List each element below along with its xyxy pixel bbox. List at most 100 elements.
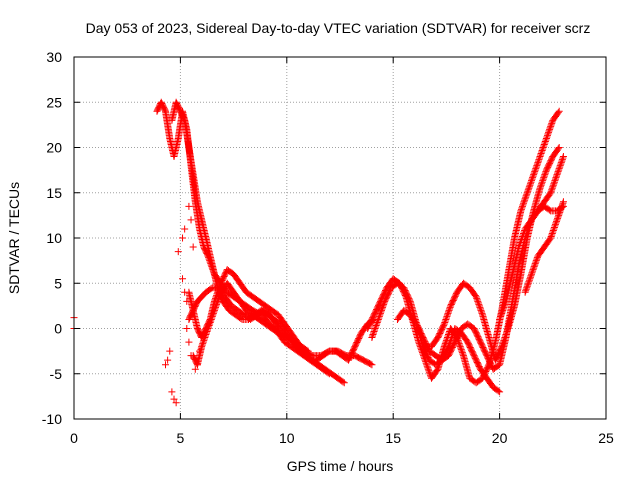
data-point [420,352,428,360]
series-track-d [189,279,378,369]
data-point [521,196,529,204]
data-point [520,199,528,207]
data-point [424,365,432,373]
data-point [548,184,556,192]
data-point [532,165,540,173]
data-point [423,362,431,370]
data-point [558,157,566,165]
data-point [523,284,531,292]
data-point [538,148,546,156]
data-point [528,270,536,278]
data-point [174,248,182,256]
data-point [443,311,451,319]
data-point [540,174,548,182]
data-point [553,172,561,180]
data-point [519,231,527,239]
series-early-fragments [70,202,204,407]
data-point [208,312,216,320]
data-point [415,338,423,346]
data-point [516,240,524,248]
data-point [440,321,448,329]
data-point [368,332,376,340]
data-point [534,157,542,165]
data-point [475,300,483,308]
data-point [526,181,534,189]
data-point [526,273,534,281]
data-point [440,320,448,328]
data-point [422,358,430,366]
data-point [531,168,539,176]
data-point [443,335,451,343]
data-point [542,134,550,142]
data-point [193,361,201,369]
data-point [375,314,383,322]
data-point [520,228,528,236]
data-point [324,369,332,377]
data-point [196,347,204,355]
data-point [213,300,221,308]
series-track-e [185,284,312,355]
data-point [528,269,536,277]
data-point [547,187,555,195]
data-point [557,205,565,213]
data-point [543,133,551,141]
data-point [530,171,538,179]
data-point [209,311,217,319]
data-point [541,139,549,147]
y-tick-label: 25 [46,94,62,110]
y-tick-label: 5 [54,275,62,291]
data-point [304,347,312,355]
data-point [419,350,427,358]
data-point [441,318,449,326]
data-point [440,343,448,351]
data-point [558,156,566,164]
data-point [417,346,425,354]
data-point [544,130,552,138]
data-point [237,315,245,323]
data-point [204,326,212,334]
data-point [418,347,426,355]
data-point [517,236,525,244]
data-point [540,142,548,150]
data-point [525,278,533,286]
data-point [500,302,508,310]
data-point [517,207,525,215]
data-point [527,272,535,280]
data-point [475,302,483,310]
data-point [517,205,525,213]
data-point [547,121,555,129]
data-point [445,306,453,314]
data-point [526,180,534,188]
data-point [210,306,218,314]
y-tick-label: 20 [46,140,62,156]
data-point [374,317,382,325]
data-point [539,175,547,183]
y-tick-label: -10 [42,411,62,427]
data-point [207,315,215,323]
data-point [456,343,464,351]
data-point [205,323,213,331]
data-point [201,334,209,342]
data-point [542,136,550,144]
data-point [420,353,428,361]
data-point [185,338,193,346]
data-point [537,151,545,159]
data-point [538,147,546,155]
data-point [530,264,538,272]
data-point [370,329,378,337]
data-point [520,198,528,206]
y-tick-label: -5 [50,366,63,382]
data-point [554,168,562,176]
data-point [213,299,221,307]
data-point [181,288,189,296]
data-point [179,275,187,283]
data-point [538,180,546,188]
data-point [472,293,480,301]
data-point [533,160,541,168]
data-point [555,144,563,151]
data-point [539,145,547,153]
data-point [553,217,561,225]
data-point [206,318,214,326]
data-point [551,177,559,185]
data-point [515,242,523,250]
